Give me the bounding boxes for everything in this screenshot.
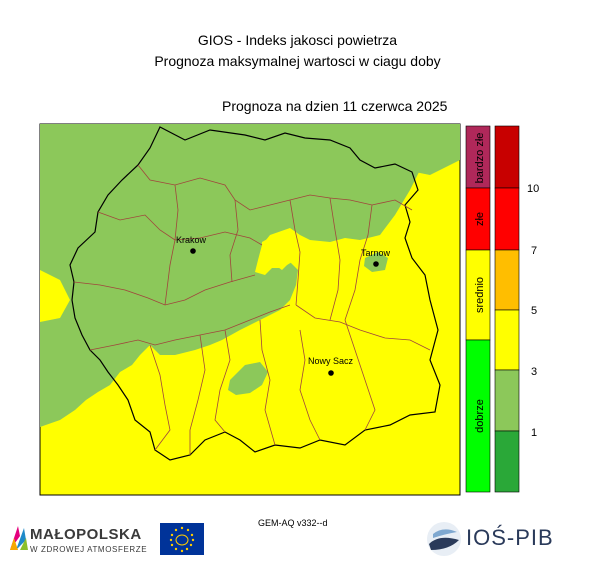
map-subtitle: Prognoza maksymalnej wartosci w ciagu do… [154, 53, 441, 69]
scale-tick-7: 7 [531, 245, 537, 257]
ios-pib-name: IOŚ-PIB [466, 525, 554, 550]
city-dot-nowy-sacz [328, 370, 334, 376]
scale-box-3 [494, 309, 520, 371]
yellow-patch-west [40, 270, 70, 322]
scale-tick-3: 3 [531, 366, 537, 378]
region-border [69, 126, 441, 461]
scale-tick-1: 1 [531, 427, 537, 439]
category-legend: bardzo złe złe srednio dobrze [465, 125, 491, 493]
band-dobrze [465, 339, 491, 493]
city-dot-krakow [190, 248, 196, 254]
malopolska-logo-icon [10, 526, 28, 550]
ios-pib-logo-icon [427, 522, 461, 556]
band-label-srednio: srednio [474, 277, 486, 313]
scale-tick-5: 5 [531, 305, 537, 317]
map-title: GIOS - Indeks jakosci powietrza [197, 32, 398, 48]
green-zone-north [40, 124, 460, 427]
yellow-patch-central [262, 232, 300, 268]
green-zone-northeast [355, 130, 460, 175]
band-zle [465, 187, 491, 251]
scale-box-1 [494, 430, 520, 493]
city-label-nowy-sacz: Nowy Sacz [308, 356, 354, 366]
band-label-dobrze: dobrze [474, 399, 486, 433]
band-bardzo-zle [465, 125, 491, 189]
forecast-date: Prognoza na dzien 11 czerwca 2025 [222, 98, 448, 114]
city-label-tarnow: Tarnow [361, 248, 391, 258]
band-srednio [465, 249, 491, 341]
color-scale: 10 7 5 3 1 [494, 125, 539, 493]
scale-tick-10: 10 [527, 183, 539, 195]
scale-box-2 [494, 369, 520, 432]
malopolska-subtitle: W ZDROWEJ ATMOSFERZE [30, 545, 148, 554]
eu-life-logo-icon [160, 523, 204, 555]
green-patch-south [228, 362, 268, 395]
malopolska-name: MAŁOPOLSKA [30, 526, 142, 543]
scale-box-4 [494, 249, 520, 311]
model-version: GEM-AQ v332--d [258, 518, 328, 528]
county-borders [73, 164, 431, 455]
scale-box-6 [494, 125, 520, 189]
band-label-zle: złe [474, 212, 486, 226]
scale-box-5 [494, 187, 520, 251]
city-label-krakow: Krakow [176, 235, 207, 245]
band-label-bardzo-zle: bardzo złe [474, 133, 486, 184]
city-dot-tarnow [373, 261, 379, 267]
